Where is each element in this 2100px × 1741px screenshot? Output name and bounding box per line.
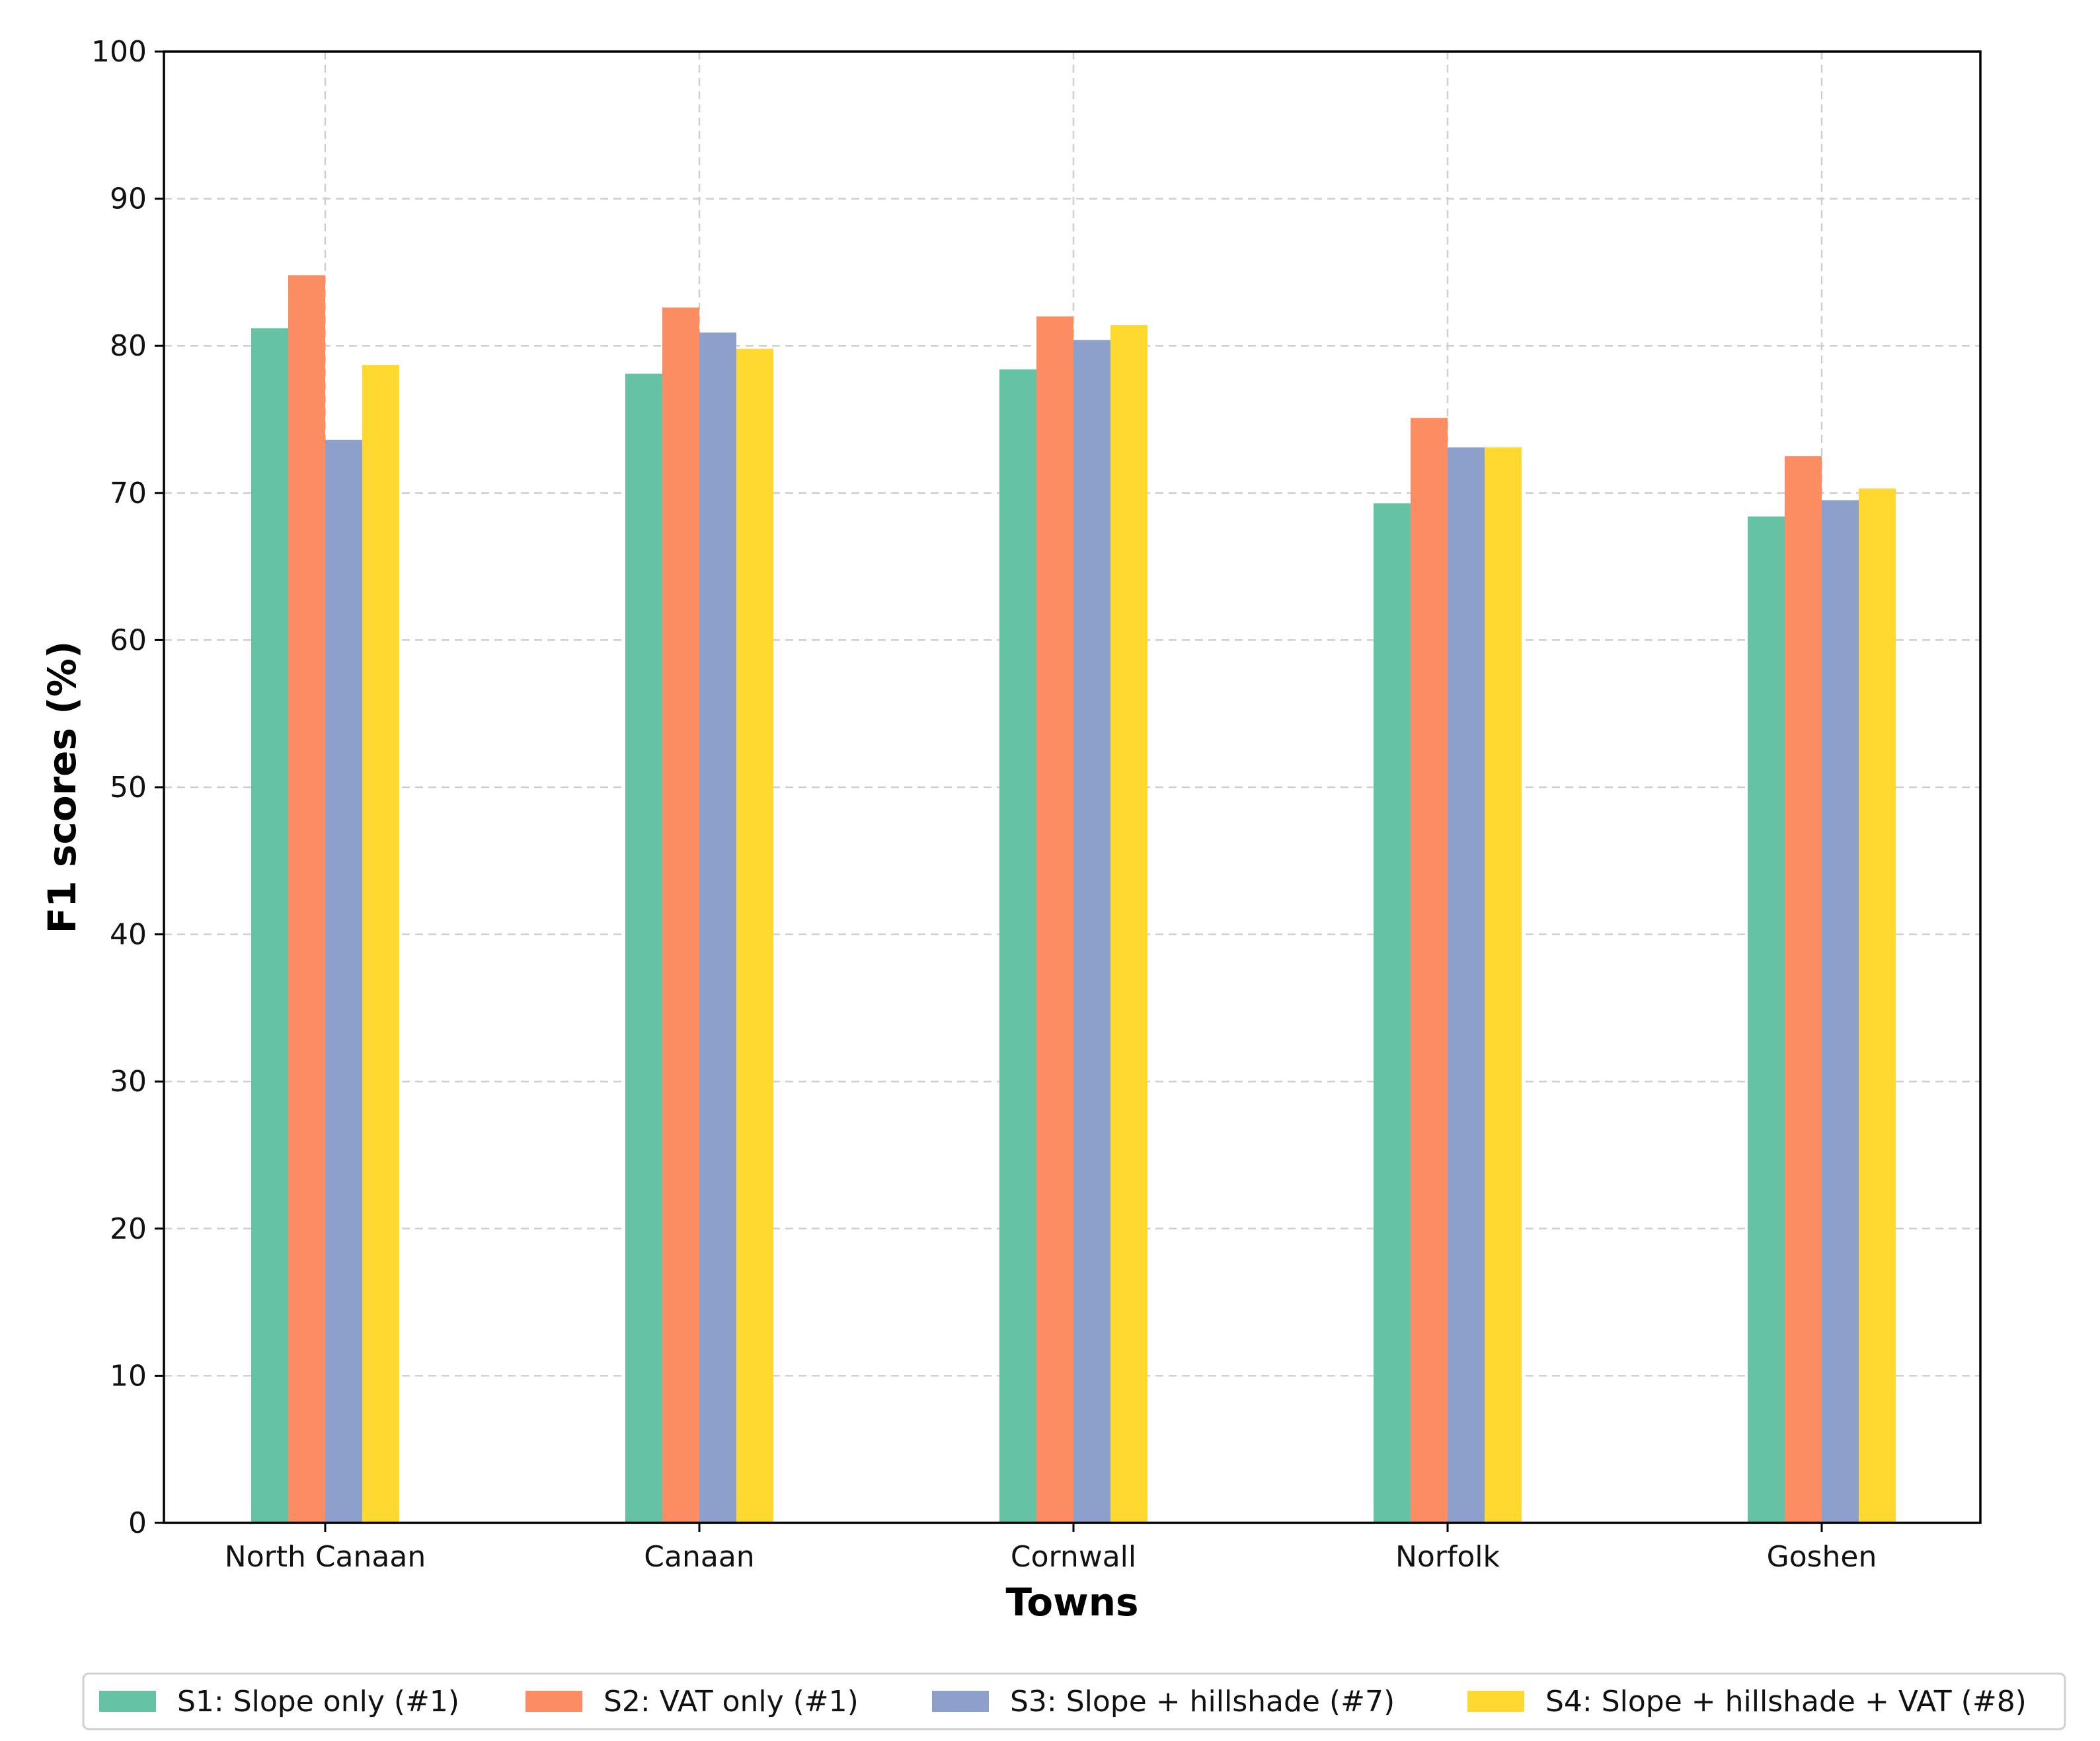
y-axis: 0 10 20 30 40 50 60 70 80 90 100 bbox=[91, 35, 164, 1540]
y-tick-label: 20 bbox=[110, 1212, 147, 1246]
bar bbox=[1785, 456, 1822, 1523]
bar bbox=[362, 365, 399, 1524]
legend-swatch bbox=[525, 1691, 582, 1712]
legend-label: S2: VAT only (#1) bbox=[603, 1685, 859, 1719]
y-tick-label: 50 bbox=[110, 771, 147, 804]
y-tick-label: 90 bbox=[110, 182, 147, 216]
bar bbox=[1859, 488, 1896, 1523]
bar bbox=[1485, 447, 1522, 1524]
bar bbox=[1036, 316, 1073, 1524]
y-tick-label: 100 bbox=[91, 35, 147, 69]
bar bbox=[1448, 447, 1485, 1524]
y-tick-label: 80 bbox=[110, 329, 147, 363]
y-tick-label: 30 bbox=[110, 1065, 147, 1099]
bar bbox=[1411, 418, 1448, 1524]
legend-swatch bbox=[932, 1691, 989, 1712]
legend-box bbox=[82, 1672, 2066, 1730]
x-tick-label: Cornwall bbox=[1011, 1540, 1136, 1574]
legend-swatch bbox=[1467, 1691, 1524, 1712]
bar bbox=[1073, 340, 1110, 1523]
bar bbox=[1822, 500, 1859, 1524]
bar bbox=[999, 369, 1036, 1524]
y-tick-label: 0 bbox=[128, 1506, 147, 1540]
x-tick-label: North Canaan bbox=[225, 1540, 426, 1574]
bar bbox=[251, 328, 288, 1523]
x-tick-label: Canaan bbox=[644, 1540, 754, 1574]
legend-swatch bbox=[99, 1691, 156, 1712]
legend-label: S3: Slope + hillshade (#7) bbox=[1010, 1685, 1395, 1719]
bar bbox=[662, 307, 699, 1524]
legend: S1: Slope only (#1) S2: VAT only (#1) S3: … bbox=[82, 1672, 2066, 1730]
bar bbox=[288, 275, 325, 1523]
x-axis-title: Towns bbox=[1005, 1580, 1138, 1625]
y-tick-label: 10 bbox=[110, 1359, 147, 1393]
bars-layer bbox=[251, 275, 1896, 1524]
legend-label: S1: Slope only (#1) bbox=[177, 1685, 459, 1719]
bar bbox=[325, 440, 362, 1523]
x-tick-label: Goshen bbox=[1767, 1540, 1877, 1574]
bar bbox=[1110, 325, 1147, 1523]
bar bbox=[625, 373, 662, 1523]
bar bbox=[699, 332, 736, 1523]
bar bbox=[1374, 503, 1411, 1523]
x-axis: North Canaan Canaan Cornwall Norfolk Goshen bbox=[225, 1523, 1877, 1574]
legend-label: S4: Slope + hillshade + VAT (#8) bbox=[1545, 1685, 2027, 1719]
bar bbox=[736, 348, 773, 1523]
y-axis-title: F1 scores (%) bbox=[40, 641, 85, 934]
y-tick-label: 40 bbox=[110, 918, 147, 952]
x-tick-label: Norfolk bbox=[1395, 1540, 1500, 1574]
y-tick-label: 70 bbox=[110, 477, 147, 510]
y-tick-label: 60 bbox=[110, 623, 147, 657]
bar bbox=[1748, 516, 1785, 1523]
